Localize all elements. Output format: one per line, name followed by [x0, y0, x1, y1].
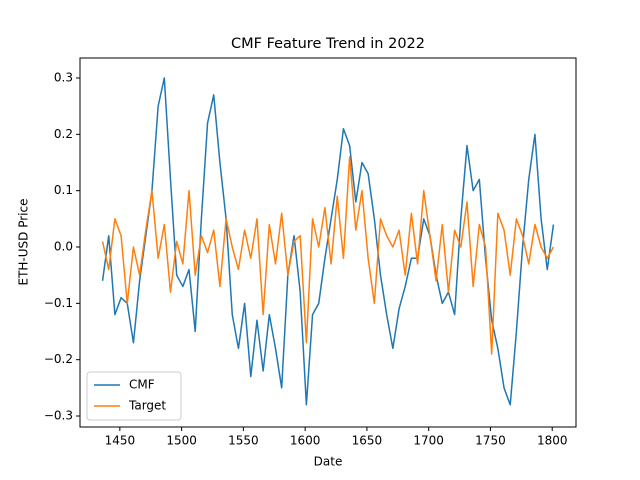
legend-label: Target — [128, 399, 166, 413]
x-tick-label: 1550 — [228, 434, 259, 448]
x-tick-label: 1700 — [413, 434, 444, 448]
x-axis-label: Date — [314, 455, 343, 469]
y-tick-label: −0.1 — [44, 296, 73, 310]
x-tick-label: 1500 — [166, 434, 197, 448]
x-tick-label: 1450 — [105, 434, 136, 448]
y-tick-label: −0.2 — [44, 352, 73, 366]
x-tick-label: 1600 — [290, 434, 321, 448]
y-tick-label: −0.3 — [44, 409, 73, 423]
legend-label: CMF — [129, 378, 155, 392]
y-axis-label: ETH-USD Price — [17, 199, 31, 286]
y-tick-label: 0.2 — [54, 127, 73, 141]
x-tick-label: 1650 — [352, 434, 383, 448]
y-tick-label: 0.0 — [54, 240, 73, 254]
legend-box — [86, 371, 182, 421]
chart-title: CMF Feature Trend in 2022 — [231, 36, 425, 52]
y-tick-label: 0.3 — [54, 70, 73, 84]
y-tick-label: 0.1 — [54, 183, 73, 197]
series-line — [101, 156, 555, 355]
plot-frame — [79, 57, 577, 428]
x-tick-label: 1800 — [537, 434, 568, 448]
x-tick-label: 1750 — [475, 434, 506, 448]
